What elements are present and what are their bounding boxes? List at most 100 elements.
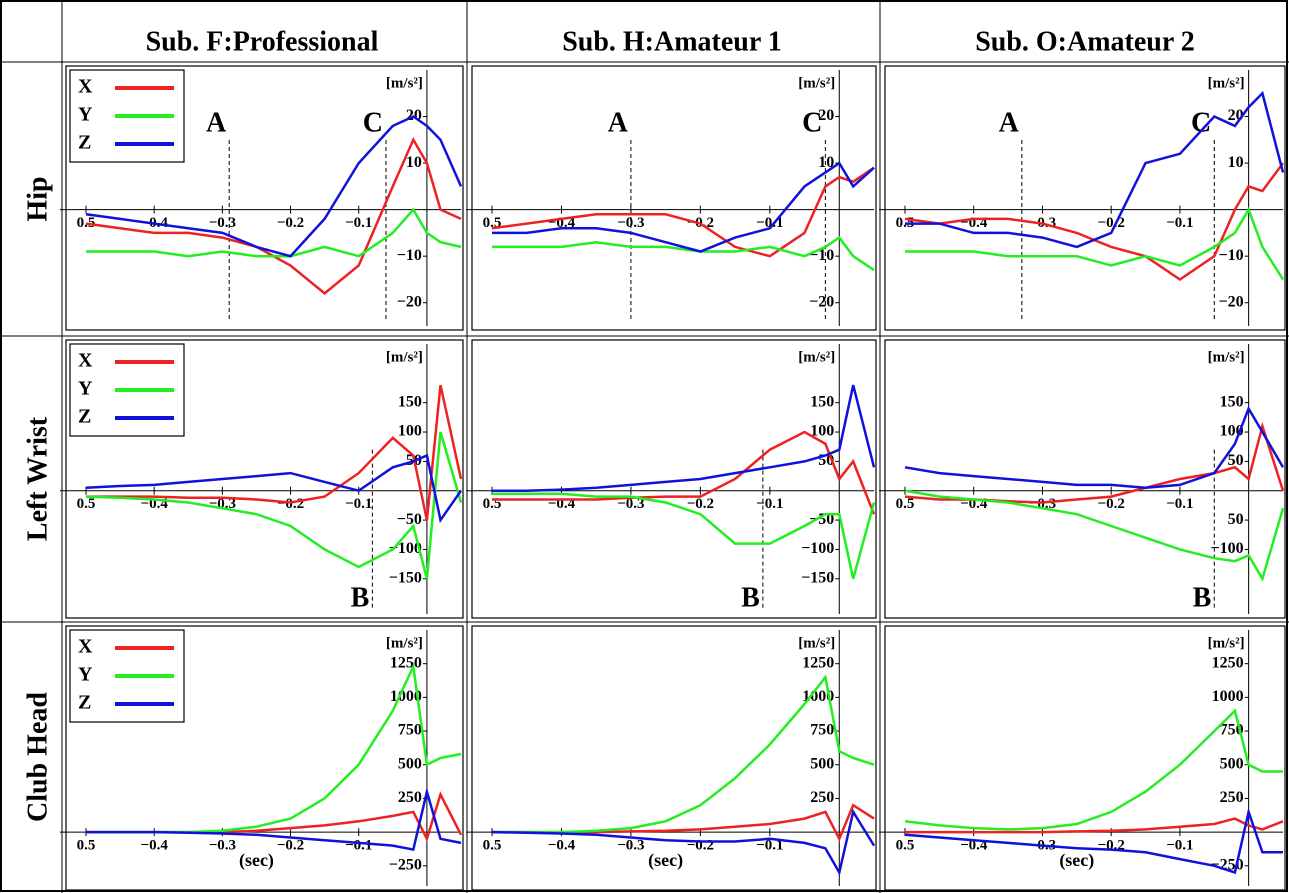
series-line bbox=[904, 489, 1285, 582]
series-line bbox=[491, 166, 875, 258]
y-unit-label: [m/s²] bbox=[1208, 635, 1245, 651]
x-tick-label: −0.1 bbox=[345, 838, 372, 854]
y-tick-label: 20 bbox=[818, 107, 834, 124]
annotation-label: C bbox=[363, 107, 383, 138]
x-axis-label: (sec) bbox=[239, 850, 274, 871]
panel-frame bbox=[884, 625, 1286, 891]
y-unit-label: [m/s²] bbox=[798, 349, 835, 365]
annotation-label: B bbox=[1193, 582, 1212, 613]
x-tick-label: −0.3 bbox=[617, 496, 644, 512]
series-line bbox=[904, 807, 1283, 875]
y-tick-label: 150 bbox=[810, 393, 834, 410]
legend-label: Z bbox=[78, 132, 91, 154]
y-tick-label: −250 bbox=[389, 856, 422, 873]
x-tick-label: −0.1 bbox=[1166, 496, 1193, 512]
x-tick-label: 0.5 bbox=[896, 838, 915, 854]
x-tick-label: 0.5 bbox=[77, 496, 96, 512]
y-tick-label: 10 bbox=[818, 154, 834, 171]
y-tick-label: 1000 bbox=[802, 688, 834, 705]
y-unit-label: [m/s²] bbox=[386, 635, 423, 651]
series-line bbox=[904, 162, 1285, 282]
legend-label: Y bbox=[78, 104, 93, 126]
x-tick-label: −0.3 bbox=[617, 838, 644, 854]
y-tick-label: 250 bbox=[810, 789, 834, 806]
series-line bbox=[85, 115, 463, 258]
y-tick-label: 10 bbox=[406, 154, 422, 171]
annotation-label: A bbox=[206, 107, 227, 138]
series-line bbox=[85, 137, 462, 296]
x-axis-label: (sec) bbox=[1059, 850, 1094, 871]
y-unit-label: [m/s²] bbox=[1208, 75, 1245, 91]
x-tick-label: −0.4 bbox=[548, 838, 576, 854]
series-line bbox=[905, 817, 1284, 834]
panel-frame bbox=[65, 625, 464, 891]
y-tick-label: 10 bbox=[1228, 154, 1244, 171]
y-tick-label: −20 bbox=[397, 293, 422, 310]
y-unit-label: [m/s²] bbox=[798, 75, 835, 91]
annotation-label: B bbox=[741, 582, 760, 613]
y-tick-label: 1250 bbox=[1212, 654, 1244, 671]
x-axis-label: (sec) bbox=[648, 850, 683, 871]
y-tick-label: 150 bbox=[398, 393, 422, 410]
column-header: Sub. F:Professional bbox=[146, 26, 379, 57]
y-tick-label: −10 bbox=[1219, 247, 1244, 264]
x-tick-label: −0.3 bbox=[209, 838, 236, 854]
legend-label: Y bbox=[78, 378, 93, 400]
x-tick-label: 0.5 bbox=[77, 215, 96, 231]
x-tick-label: −0.3 bbox=[617, 215, 644, 231]
series-line bbox=[86, 786, 462, 852]
y-tick-label: 750 bbox=[398, 722, 422, 739]
x-tick-label: −0.1 bbox=[345, 215, 372, 231]
column-header: Sub. H:Amateur 1 bbox=[562, 26, 782, 57]
series-line bbox=[85, 453, 463, 524]
y-unit-label: [m/s²] bbox=[798, 635, 835, 651]
row-header: Club Head bbox=[22, 692, 53, 822]
legend-label: Z bbox=[78, 692, 91, 714]
series-line bbox=[905, 90, 1285, 249]
x-tick-label: −0.1 bbox=[756, 496, 783, 512]
y-tick-label: 50 bbox=[1228, 511, 1244, 528]
y-tick-label: 100 bbox=[810, 423, 834, 440]
y-tick-label: −100 bbox=[1211, 540, 1244, 557]
series-line bbox=[492, 430, 876, 515]
series-line bbox=[904, 708, 1283, 831]
x-tick-label: −0.2 bbox=[277, 215, 304, 231]
x-tick-label: 0.5 bbox=[77, 838, 96, 854]
x-tick-label: 0.5 bbox=[483, 215, 502, 231]
legend-label: X bbox=[78, 76, 93, 98]
row-header: Hip bbox=[22, 176, 53, 221]
y-unit-label: [m/s²] bbox=[386, 349, 423, 365]
series-line bbox=[904, 405, 1285, 490]
panel-frame bbox=[471, 339, 877, 619]
y-tick-label: −150 bbox=[801, 569, 834, 586]
x-tick-label: −0.1 bbox=[756, 838, 783, 854]
series-line bbox=[492, 384, 876, 492]
y-unit-label: [m/s²] bbox=[386, 75, 423, 91]
annotation-label: A bbox=[999, 107, 1020, 138]
y-tick-label: 500 bbox=[810, 755, 834, 772]
y-tick-label: −20 bbox=[809, 293, 834, 310]
x-tick-label: −0.2 bbox=[277, 838, 304, 854]
panel-frame bbox=[65, 65, 464, 331]
column-header: Sub. O:Amateur 2 bbox=[975, 26, 1195, 57]
y-tick-label: 1000 bbox=[1212, 688, 1244, 705]
panel-frame bbox=[884, 339, 1286, 619]
x-tick-label: −0.3 bbox=[209, 215, 236, 231]
y-tick-label: −100 bbox=[801, 540, 834, 557]
x-tick-label: −0.1 bbox=[345, 496, 372, 512]
y-tick-label: −150 bbox=[389, 569, 422, 586]
series-line bbox=[85, 431, 463, 580]
y-tick-label: 1250 bbox=[390, 654, 422, 671]
series-line bbox=[86, 384, 463, 521]
y-tick-label: 500 bbox=[398, 755, 422, 772]
annotation-label: C bbox=[1191, 107, 1211, 138]
x-tick-label: −0.2 bbox=[277, 496, 304, 512]
x-tick-label: −0.2 bbox=[1098, 496, 1125, 512]
row-header: Left Wrist bbox=[22, 416, 53, 541]
panel-frame bbox=[884, 65, 1286, 331]
y-tick-label: −50 bbox=[397, 511, 422, 528]
annotation-label: C bbox=[802, 107, 822, 138]
panel-frame bbox=[471, 625, 877, 891]
legend-label: X bbox=[78, 350, 93, 372]
